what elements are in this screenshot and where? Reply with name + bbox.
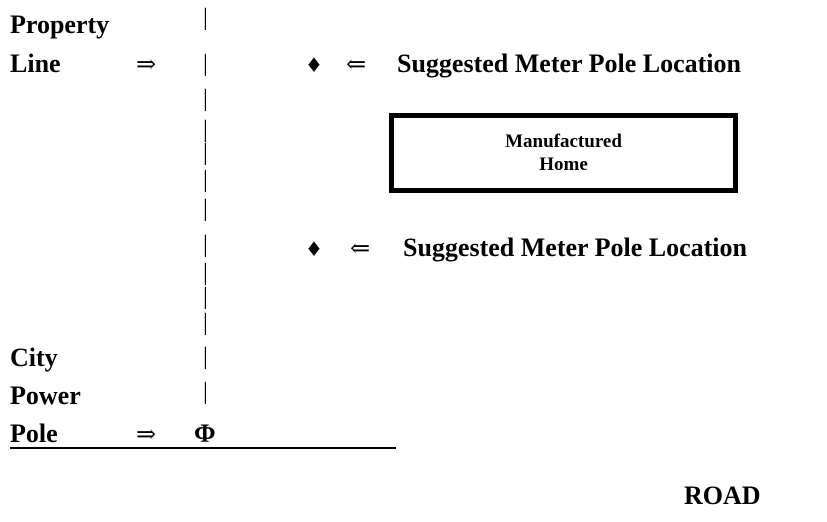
property-boundary-segment: | — [203, 232, 208, 258]
property-boundary-segment: | — [203, 5, 208, 31]
city-pole-arrow: ⇒ — [136, 420, 157, 448]
property-boundary-segment: | — [203, 284, 208, 310]
property-boundary-segment: | — [203, 86, 208, 112]
property-boundary-segment: | — [203, 310, 208, 336]
home-label-line2: Home — [539, 154, 588, 175]
property-line-arrow: ⇒ — [136, 50, 157, 78]
meter-pole-top-diamond-icon: ♦ — [305, 53, 323, 77]
property-boundary-segment: | — [203, 260, 208, 286]
meter-pole-bottom-label: Suggested Meter Pole Location — [403, 233, 747, 262]
property-boundary-segment: | — [203, 140, 208, 166]
city-pole-label-1: City — [10, 343, 58, 372]
meter-pole-top-arrow: ⇐ — [346, 50, 367, 78]
meter-pole-top-label: Suggested Meter Pole Location — [397, 49, 741, 78]
meter-pole-bottom-arrow: ⇐ — [350, 234, 371, 262]
property-boundary-segment: | — [203, 51, 208, 77]
road-edge-line — [10, 447, 396, 449]
meter-pole-bottom-diamond-icon: ♦ — [305, 237, 323, 261]
road-label: ROAD — [684, 481, 761, 510]
home-label-line1: Manufactured — [505, 131, 622, 152]
property-boundary-segment: | — [203, 344, 208, 370]
property-line-label-2: Line — [10, 49, 61, 78]
property-boundary-segment: | — [203, 117, 208, 143]
property-line-label-1: Property — [10, 10, 110, 39]
power-pole-icon: Φ — [194, 419, 216, 448]
city-pole-label-3: Pole — [10, 419, 58, 448]
property-boundary-segment: | — [203, 196, 208, 222]
property-boundary-segment: | — [203, 167, 208, 193]
city-pole-label-2: Power — [10, 381, 81, 410]
property-boundary-segment: | — [203, 379, 208, 405]
manufactured-home-box: Manufactured Home — [389, 113, 738, 193]
